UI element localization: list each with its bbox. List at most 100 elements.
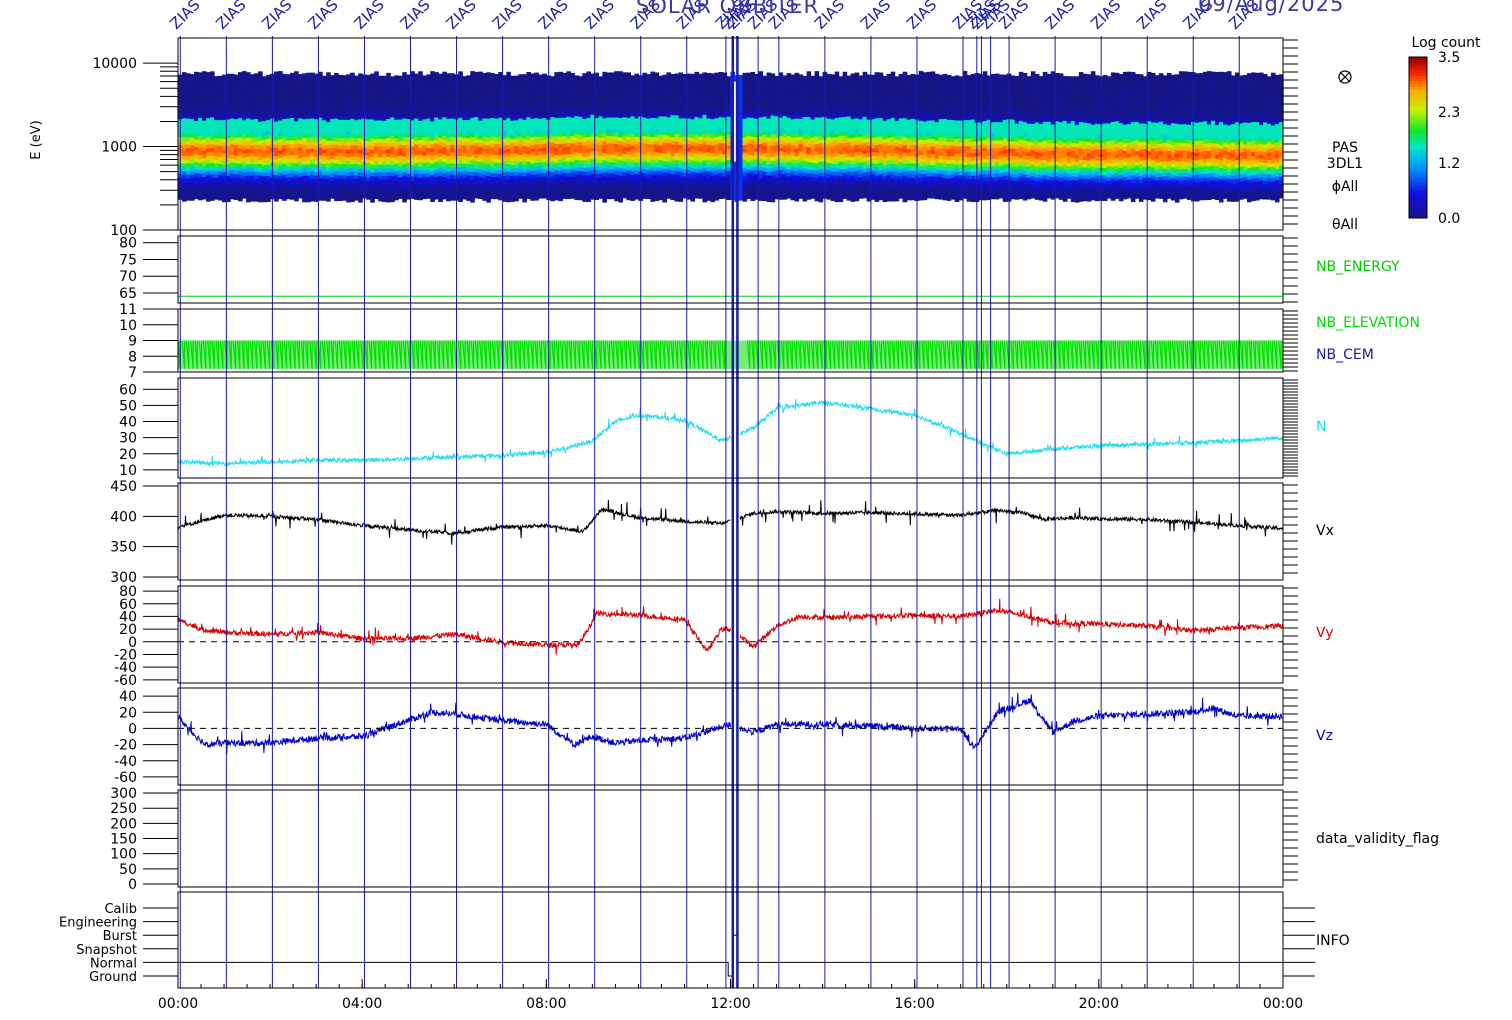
spectrogram-cell [226, 145, 231, 150]
spectrogram-cell [254, 137, 259, 142]
spectrogram-cell [402, 190, 407, 195]
spectrogram-cell [402, 194, 407, 199]
spectrogram-cell [698, 88, 704, 93]
spectrogram-cell [590, 80, 595, 86]
spectrogram-cell [438, 160, 443, 165]
spectrogram-cell [574, 181, 579, 186]
spectrogram-cell [534, 158, 539, 164]
spectrogram-cell [662, 74, 668, 80]
spectrogram-cell [286, 165, 291, 170]
spectrogram-cell [678, 136, 684, 142]
spectrogram-cell [238, 162, 243, 168]
spectrogram-cell [386, 190, 391, 195]
spectrogram-cell [366, 107, 371, 113]
spectrogram-cell [622, 79, 627, 84]
spectrogram-cell [654, 80, 660, 85]
spectrogram-cell [226, 141, 231, 146]
spectrogram-cell [438, 141, 443, 146]
spectrogram-cell [718, 138, 724, 144]
spectrogram-cell [282, 148, 287, 153]
spectrogram-cell [330, 93, 335, 98]
spectrogram-cell [542, 183, 547, 188]
spectrogram-cell [262, 179, 267, 184]
spectrogram-cell [230, 165, 235, 170]
spectrogram-cell [542, 99, 547, 104]
spectrogram-cell [382, 123, 387, 129]
spectrogram-cell [290, 106, 295, 111]
spectrogram-cell [566, 138, 571, 143]
spectrogram-cell [414, 92, 419, 97]
spectrogram-cell [462, 184, 467, 189]
spectrogram-cell [502, 153, 507, 158]
spectrogram-cell [382, 120, 387, 125]
spectrogram-cell [542, 154, 547, 159]
spectrogram-cell [482, 110, 487, 115]
spectrogram-cell [746, 135, 752, 140]
spectrogram-cell [426, 136, 431, 141]
spectrogram-cell [322, 145, 327, 150]
spectrogram-cell [470, 78, 475, 84]
spectrogram-cell [578, 83, 583, 88]
spectrogram-cell [738, 170, 744, 175]
spectrogram-cell [234, 170, 239, 175]
spectrogram-cell [242, 74, 247, 80]
spectrogram-cell [698, 143, 704, 148]
spectrogram-cell [570, 131, 575, 137]
spectrogram-cell [378, 127, 383, 132]
spectrogram-cell [702, 121, 708, 127]
spectrogram-cell [590, 173, 595, 178]
spectrogram-cell [290, 132, 295, 137]
spectrogram-cell [330, 151, 335, 156]
spectrogram-cell [722, 168, 728, 173]
spectrogram-cell [682, 183, 688, 188]
spectrogram-cell [382, 168, 387, 173]
spectrogram-cell [290, 95, 295, 100]
spectrogram-cell [570, 194, 575, 199]
spectrogram-cell [350, 174, 355, 180]
spectrogram-cell [482, 151, 487, 156]
spectrogram-cell [702, 144, 708, 150]
spectrogram-cell [558, 166, 563, 171]
spectrogram-cell [222, 134, 227, 139]
spectrogram-cell [746, 172, 752, 177]
spectrogram-cell [254, 155, 259, 161]
spectrogram-cell [242, 190, 247, 195]
spectrogram-cell [582, 95, 587, 101]
spectrogram-cell [294, 166, 299, 171]
spectrogram-cell [434, 87, 439, 92]
spectrogram-cell [630, 192, 636, 198]
spectrogram-cell [394, 75, 399, 80]
spectrogram-cell [674, 185, 680, 191]
spectrogram-cell [314, 122, 319, 127]
spectrogram-cell [474, 168, 479, 173]
spectrogram-cell [450, 103, 455, 108]
spectrogram-cell [590, 117, 595, 123]
spectrogram-cell [286, 81, 291, 86]
spectrogram-cell [678, 80, 684, 85]
spectrogram-cell [354, 79, 359, 84]
spectrogram-cell [738, 104, 744, 109]
spectrogram-cell [222, 119, 227, 124]
spectrogram-cell [318, 177, 323, 182]
spectrogram-cell [302, 197, 307, 203]
spectrogram-cell [338, 86, 343, 91]
spectrogram-cell [722, 161, 728, 166]
spectrogram-cell [230, 176, 235, 181]
spectrogram-cell [230, 169, 235, 174]
spectrogram-cell [226, 186, 231, 191]
spectrogram-cell [426, 154, 431, 159]
spectrogram-cell [682, 88, 688, 93]
spectrogram-cell [610, 90, 615, 96]
spectrogram-cell [202, 187, 207, 192]
spectrogram-cell [514, 116, 519, 121]
spectrogram-cell [750, 90, 756, 96]
spectrogram-cell [626, 147, 632, 152]
spectrogram-cell [478, 101, 483, 106]
spectrogram-cell [390, 172, 395, 177]
spectrogram-cell [438, 148, 443, 154]
spectrogram-cell [618, 178, 623, 184]
spectrogram-cell [222, 190, 227, 195]
spectrogram-cell [750, 162, 756, 168]
spectrogram-cell [614, 86, 619, 91]
spectrogram-cell [698, 179, 704, 185]
